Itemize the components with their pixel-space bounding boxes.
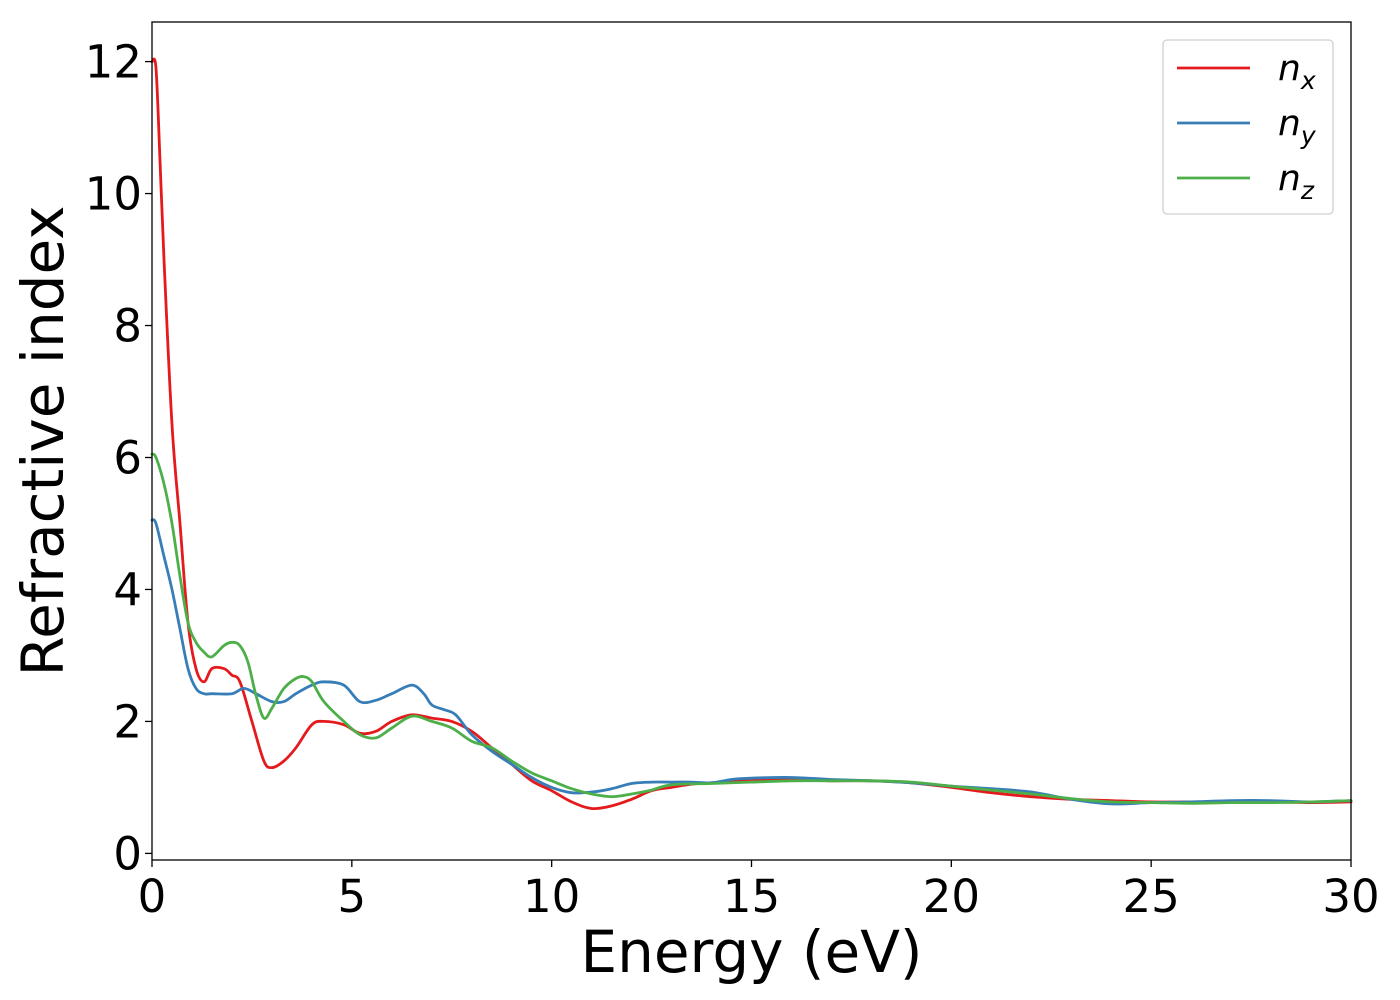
x-tick-label: 25 [1123, 870, 1180, 923]
x-axis-ticks: 0 5 10 15 20 25 30 [138, 860, 1380, 923]
y-tick-label: 12 [85, 36, 142, 89]
x-tick-label: 20 [923, 870, 980, 923]
y-tick-label: 4 [113, 563, 142, 616]
y-tick-label: 2 [113, 695, 142, 748]
y-tick-label: 10 [85, 168, 142, 221]
y-tick-label: 8 [113, 300, 142, 353]
x-tick-label: 0 [138, 870, 167, 923]
x-axis-label: Energy (eV) [580, 918, 922, 986]
legend-box [1162, 39, 1334, 215]
x-tick-label: 5 [338, 870, 367, 923]
series-line-nz [150, 452, 1353, 805]
x-tick-label: 30 [1322, 870, 1379, 923]
x-tick-label: 10 [523, 870, 580, 923]
y-axis-label: Refractive index [9, 205, 77, 676]
series-line-nx [150, 57, 1353, 811]
x-tick-label: 15 [723, 870, 780, 923]
y-axis-ticks: 0 2 4 6 8 10 12 [85, 36, 152, 880]
y-tick-label: 0 [113, 827, 142, 880]
y-tick-label: 6 [113, 431, 142, 484]
series-line-ny [150, 518, 1353, 806]
series-lines [150, 57, 1353, 811]
